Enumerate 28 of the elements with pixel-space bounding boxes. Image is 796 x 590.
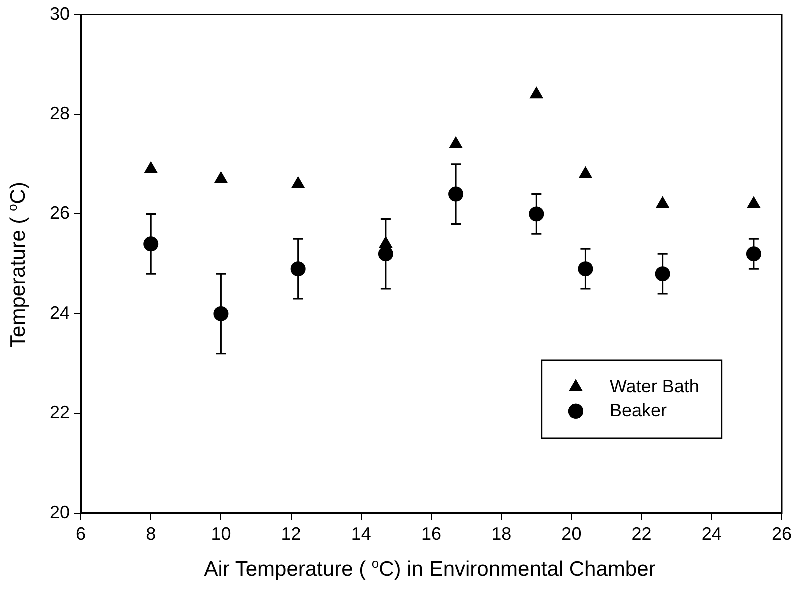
y-tick-label: 28 xyxy=(50,103,70,124)
point xyxy=(656,196,670,208)
x-tick-label: 6 xyxy=(76,524,86,544)
point xyxy=(530,86,544,99)
x-tick-label: 12 xyxy=(281,524,302,544)
x-axis-title: Air Temperature ( $^{o}$C) in Environmental Chamber xyxy=(203,556,657,582)
x-tick-label: 8 xyxy=(146,524,156,544)
y-tick-label: 26 xyxy=(50,203,70,224)
y-tick-label: 24 xyxy=(50,302,70,323)
x-tick-label: 22 xyxy=(632,524,652,544)
y-tick-label: 22 xyxy=(50,402,70,423)
y-tick-label: 30 xyxy=(50,4,70,24)
point xyxy=(578,166,593,178)
legend-label: Beaker xyxy=(610,400,668,420)
y-tick-label: 20 xyxy=(50,502,70,522)
x-tick-label: 10 xyxy=(211,524,232,544)
x-tick-label: 26 xyxy=(772,524,792,544)
legend-label: Water Bath xyxy=(610,376,700,396)
x-tick-label: 16 xyxy=(421,524,442,544)
x-tick-label: 18 xyxy=(492,524,512,544)
point xyxy=(449,136,463,148)
point xyxy=(214,171,228,184)
x-tick-label: 24 xyxy=(702,524,722,544)
point xyxy=(747,196,761,208)
point xyxy=(291,176,306,188)
point xyxy=(144,161,158,174)
x-tick-label: 20 xyxy=(562,524,582,544)
x-tick-label: 14 xyxy=(351,524,372,544)
